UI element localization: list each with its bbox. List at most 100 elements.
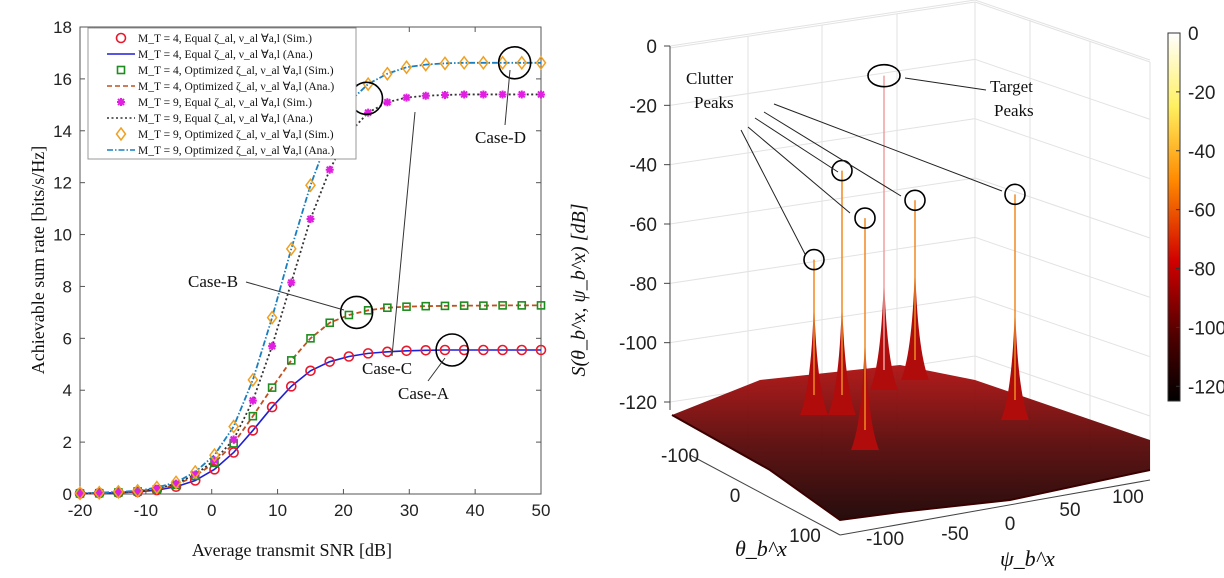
clutter-arrow (740, 129, 806, 255)
data-point (420, 344, 432, 356)
y-tick-label: 10 (53, 226, 72, 245)
legend-entry-label: M_T = 9, Optimized ζ_al, ν_al ∀a,l (Sim.… (138, 129, 334, 141)
colorbar-tick-label: -40 (1188, 142, 1215, 163)
data-point (517, 301, 527, 310)
data-point (151, 480, 163, 495)
data-point (114, 488, 123, 497)
data-point (325, 318, 335, 328)
legend-entry-label: M_T = 9, Equal ζ_al, ν_al ∀a,l (Ana.) (138, 113, 313, 125)
data-point (248, 396, 257, 405)
legend-marker (115, 32, 127, 44)
spectrum-surface-chart: 0 -20 -40 -60 -80 -100 -120 -100 0 100 -100 -50 0 50 1… (568, 0, 1224, 571)
x-axis-label: Average transmit SNR [dB] (192, 540, 392, 560)
x-tick-label: 0 (207, 501, 216, 520)
data-point (440, 301, 450, 311)
theta-tick-label: 0 (730, 486, 741, 507)
data-point (112, 484, 124, 500)
data-point (247, 372, 259, 388)
x-tick-label: -10 (134, 501, 159, 520)
legend-marker (116, 65, 126, 75)
z-grid-line (669, 236, 976, 284)
data-point (287, 278, 296, 287)
annotation-arrow (504, 69, 511, 126)
data-point (305, 365, 316, 377)
data-point (440, 90, 449, 99)
data-point (306, 214, 315, 223)
psi-axis (839, 479, 1151, 536)
data-point (535, 344, 547, 356)
data-point (170, 475, 182, 490)
legend-entry-label: M_T = 9, Equal ζ_al, ν_al ∀a,l (Sim.) (138, 97, 312, 109)
data-point (421, 301, 431, 311)
colorbar-tick-label: -120 (1188, 377, 1224, 398)
y-tick-label: 6 (63, 329, 72, 348)
data-point (325, 165, 334, 174)
legend-entry-label: M_T = 4, Optimized ζ_al, ν_al ∀a,l (Ana.… (138, 81, 334, 93)
clutter-peak-circle (854, 207, 876, 229)
surface-edge (671, 414, 1151, 522)
data-point (362, 348, 374, 359)
data-point (460, 90, 469, 99)
colorbar (1167, 32, 1181, 402)
data-point (189, 464, 201, 480)
data-point (458, 55, 470, 71)
z-tick-label: -60 (630, 215, 657, 236)
data-point (459, 301, 469, 310)
data-point (381, 66, 393, 81)
clutter-arrow (773, 103, 1003, 192)
data-point (229, 435, 238, 444)
x-tick-label: 20 (334, 501, 353, 520)
clutter-peak-circle (1004, 183, 1026, 206)
annotation-label: Case-A (398, 384, 450, 403)
annotation-circle (497, 46, 532, 80)
z-tick-label: -120 (619, 393, 657, 414)
data-point (228, 419, 240, 434)
data-point (516, 55, 528, 71)
data-point (439, 56, 451, 71)
x-tick-label: 50 (532, 501, 551, 520)
legend-entry-label: M_T = 9, Optimized ζ_al, ν_al ∀a,l (Ana.… (138, 145, 334, 157)
x-tick-label: -20 (68, 501, 93, 520)
z-tick-label: -100 (619, 334, 657, 355)
data-point (93, 485, 105, 500)
data-point (383, 303, 392, 313)
data-point (191, 470, 200, 479)
annotation-arrow (391, 111, 416, 357)
theta-tick-label: -100 (661, 446, 699, 467)
clutter-arrow (754, 117, 839, 173)
x-tick-label: 10 (268, 501, 287, 520)
annotation-arrow (427, 357, 446, 382)
z-grid-line (974, 0, 1151, 61)
x-tick-label: 30 (400, 501, 419, 520)
sum-rate-chart: -20 -10 0 10 20 30 40 50 0 2 4 6 8 10 12 14 16 18 Case-A C… (28, 18, 550, 560)
data-point (401, 345, 412, 357)
data-point (209, 464, 220, 475)
data-point (266, 401, 278, 413)
data-point (343, 351, 355, 362)
data-point (498, 90, 507, 99)
colorbar-tick-label: -80 (1188, 260, 1215, 281)
target-label-line2: Peaks (994, 101, 1034, 120)
target-arrow (904, 77, 987, 91)
data-point (401, 59, 412, 75)
z-tick-label: -40 (630, 156, 657, 177)
legend-marker (117, 98, 125, 106)
surface (672, 365, 1150, 520)
z-grid-line (974, 296, 1151, 358)
legend-box (87, 27, 357, 160)
y-tick-label: 8 (63, 277, 72, 296)
theta-axis-label: θ_b^x (735, 536, 787, 561)
data-point (95, 488, 104, 497)
data-point (383, 98, 392, 107)
data-point (537, 90, 545, 99)
legend: M_T = 4, Equal ζ_al, ν_al ∀a,l (Sim.) M_T… (87, 27, 357, 160)
colorbar-tick-label: -60 (1188, 201, 1215, 222)
z-grid-line (669, 296, 976, 344)
psi-tick-label: -100 (866, 529, 904, 550)
z-tick-label: 0 (646, 37, 657, 58)
clutter-peak-circle (803, 248, 825, 271)
data-point (479, 301, 488, 310)
theta-axis (689, 454, 841, 536)
y-tick-label: 0 (63, 485, 72, 504)
